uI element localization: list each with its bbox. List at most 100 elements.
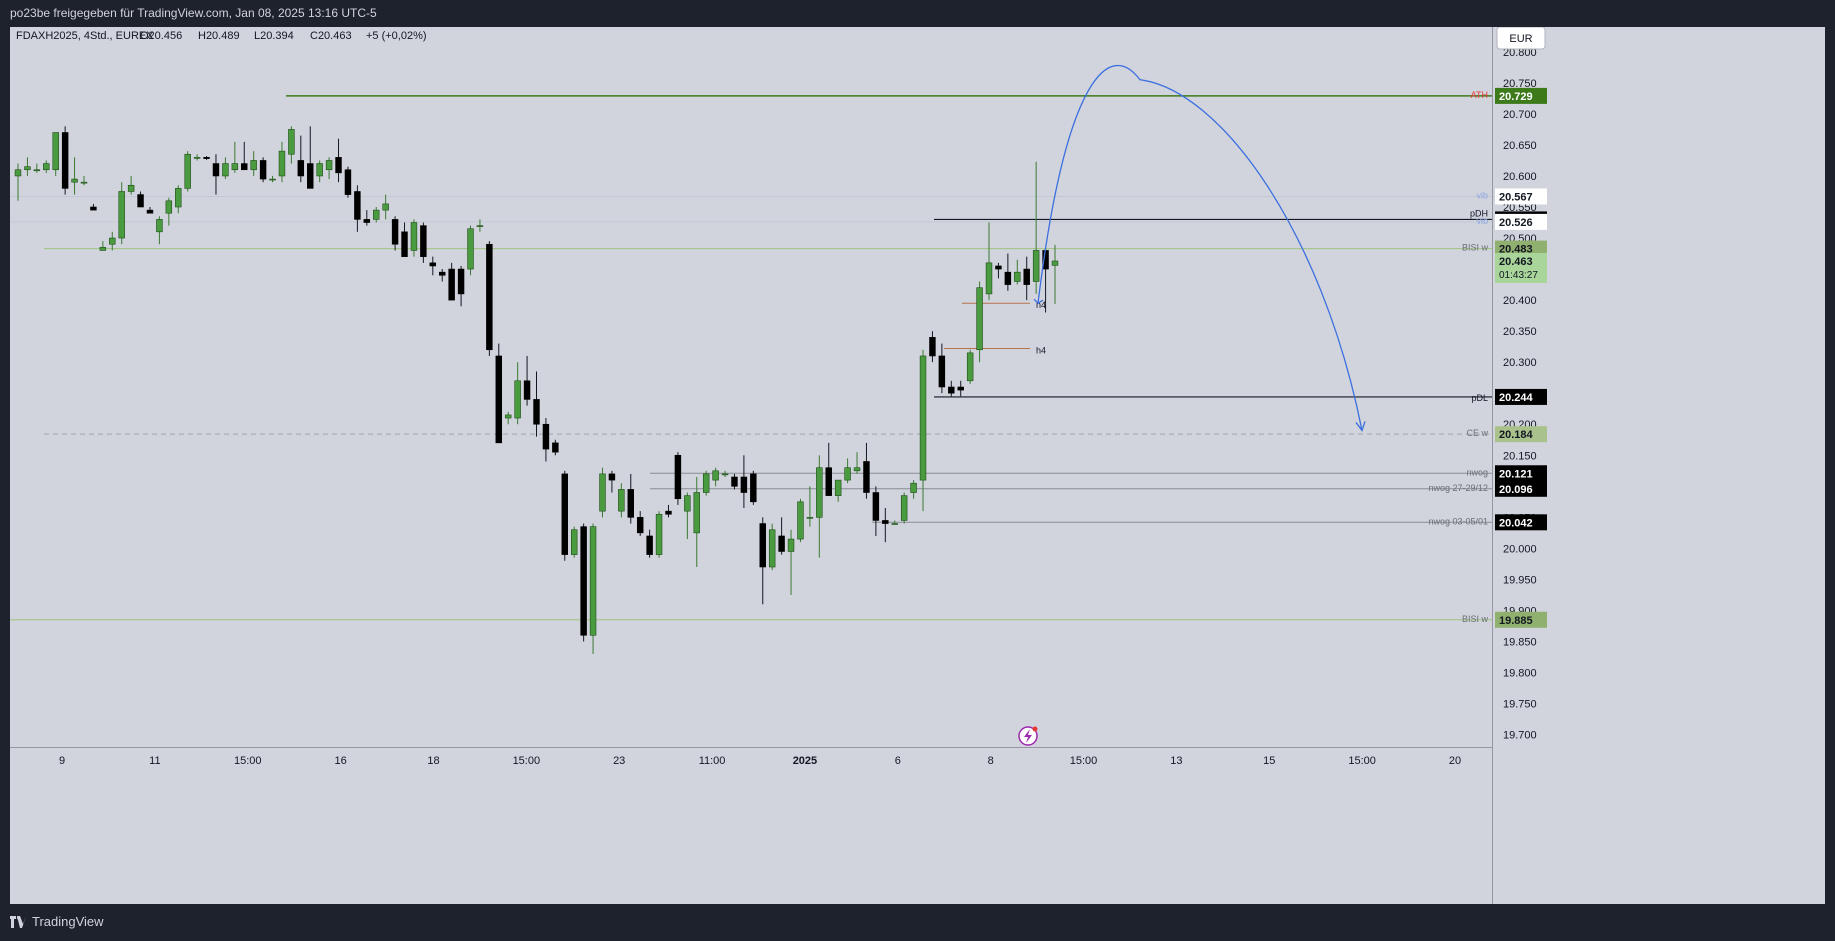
footer-brand: TradingView	[32, 914, 104, 929]
lightning-icon[interactable]	[1018, 726, 1038, 746]
candle-body	[750, 473, 757, 503]
candle-body	[184, 153, 191, 189]
y-tick-label: 20.650	[1503, 140, 1537, 152]
chart-header-bar: po23be freigegeben für TradingView.com, …	[0, 0, 1835, 27]
candle-body	[156, 219, 163, 233]
x-tick-label: 15	[1263, 755, 1275, 767]
candle-body	[542, 423, 550, 450]
candle-body	[203, 157, 210, 159]
candle-body	[636, 517, 644, 534]
candle-body	[52, 132, 59, 171]
candle-body	[966, 352, 974, 382]
candle-body	[33, 169, 41, 172]
chart-area[interactable]: ATH vib pDH vib BISI w h4 h4 pDL CE w nwog nwog 27…	[10, 27, 1825, 904]
candle-body	[467, 228, 474, 270]
level-label-bisi1: BISI w	[1462, 243, 1489, 253]
level-label-ath: ATH	[1471, 90, 1488, 100]
x-tick-label: 15:00	[513, 755, 541, 767]
last-price-tag-bg	[1495, 253, 1547, 283]
candle-body	[118, 191, 125, 239]
price-tag-nwog2: 20.096	[1499, 484, 1533, 496]
level-label-ce: CE w	[1466, 428, 1488, 438]
level-label-nwog3: nwog 03-05/01	[1428, 516, 1488, 526]
candle-body	[608, 473, 616, 481]
candle-body	[250, 160, 257, 171]
candle-body	[853, 467, 861, 472]
candle-body	[938, 355, 946, 388]
candle-body	[825, 467, 832, 496]
y-tick-label: 20.400	[1503, 295, 1537, 307]
currency-button-bg[interactable]	[1496, 27, 1546, 50]
tradingview-logo-icon	[10, 915, 26, 928]
candle-body	[344, 169, 352, 195]
candle-body	[90, 206, 97, 211]
y-tick-label: 20.350	[1503, 326, 1537, 338]
price-tag-nwog3: 20.042	[1499, 517, 1533, 529]
candle-body	[382, 203, 389, 211]
candle-body	[231, 163, 239, 171]
candle-body	[316, 163, 323, 177]
candle-body	[646, 535, 653, 555]
level-label-pdl: pDL	[1471, 393, 1488, 403]
level-label-nwog2: nwog 27-29/12	[1428, 483, 1488, 493]
price-tag-ce: 20.184	[1499, 429, 1534, 441]
candle-body	[872, 492, 880, 521]
candle-body	[193, 157, 201, 159]
price-tag-bg-vib2	[1495, 213, 1547, 230]
candle-body	[1014, 271, 1021, 282]
candle-body	[146, 209, 154, 214]
footer-bar: TradingView	[0, 904, 1835, 939]
candle-body	[401, 231, 408, 257]
x-tick-label: 15:00	[1070, 755, 1098, 767]
candle-body	[599, 473, 606, 512]
price-tag-bg-ce	[1495, 426, 1547, 443]
level-label-nwog1: nwog	[1466, 467, 1488, 477]
currency-button[interactable]: EUR	[1509, 33, 1532, 45]
candle-body	[627, 489, 634, 518]
candle-body	[778, 535, 785, 552]
share-title: po23be freigegeben für TradingView.com, …	[10, 6, 377, 20]
price-tag-vib2: 20.526	[1499, 217, 1533, 229]
candle-body	[702, 473, 710, 493]
y-tick-label: 20.600	[1503, 171, 1537, 183]
candle-body	[14, 169, 22, 177]
candle-body	[127, 184, 135, 192]
x-tick-label: 11	[149, 755, 160, 767]
candle-body	[325, 160, 333, 171]
candle-body	[1004, 271, 1012, 285]
price-tag-vib1: 20.567	[1499, 191, 1533, 203]
projection-arc	[1037, 64, 1363, 431]
price-tag-bg-nwog2	[1495, 480, 1547, 497]
candle-body	[655, 513, 663, 555]
candle-body	[919, 355, 927, 481]
candle-body	[495, 355, 503, 444]
candle-body	[109, 237, 116, 245]
candle-body	[768, 529, 776, 568]
candle-body	[665, 510, 672, 515]
candle-body	[137, 194, 144, 208]
candle-body	[561, 473, 569, 555]
candle-body	[259, 160, 267, 180]
candle-body	[269, 178, 276, 181]
last-price-tag: 20.463	[1499, 256, 1533, 268]
candle-body	[429, 262, 437, 267]
candle-body	[570, 529, 578, 555]
y-tick-label: 20.150	[1503, 450, 1537, 462]
candle-body	[457, 268, 465, 295]
x-tick-label: 15:00	[1348, 755, 1376, 767]
candle-body	[241, 163, 248, 171]
candle-body	[212, 163, 220, 177]
price-tag-bg-nwog3	[1495, 514, 1547, 531]
level-label-bisi2: BISI w	[1462, 614, 1489, 624]
price-tag-bg-bisi2	[1495, 611, 1547, 628]
candle-body	[335, 157, 342, 174]
candle-body	[985, 262, 993, 295]
candle-body	[910, 482, 917, 493]
candle-body	[165, 200, 173, 214]
candle-body	[844, 467, 851, 481]
level-label-h4b: h4	[1036, 346, 1046, 356]
candle-body	[797, 501, 804, 540]
legend-close: C20.463	[310, 30, 352, 42]
tradingview-logo[interactable]: TradingView	[10, 904, 104, 939]
